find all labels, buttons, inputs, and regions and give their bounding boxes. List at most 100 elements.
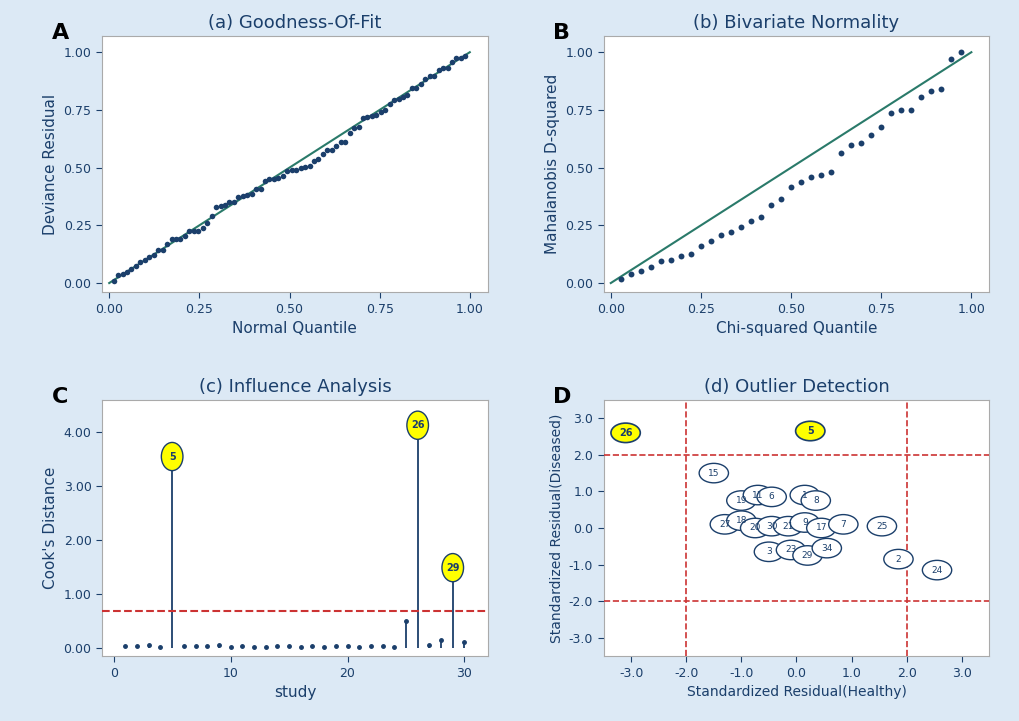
Point — [225, 196, 242, 208]
Point — [833, 147, 849, 159]
Point — [852, 137, 868, 149]
Point — [377, 104, 393, 115]
Text: 21: 21 — [782, 522, 793, 531]
Title: (b) Bivariate Normality: (b) Bivariate Normality — [693, 14, 899, 32]
Text: 7: 7 — [840, 520, 846, 528]
Point — [812, 169, 828, 181]
Point — [141, 252, 157, 263]
Text: 24: 24 — [930, 565, 942, 575]
Point — [359, 112, 375, 123]
Point — [274, 170, 290, 182]
Point — [364, 110, 380, 121]
Point — [341, 127, 358, 138]
Point — [190, 225, 206, 236]
Point — [792, 176, 808, 187]
Text: 3: 3 — [765, 547, 771, 557]
Point — [105, 275, 121, 287]
Point — [762, 199, 779, 211]
Point — [702, 235, 718, 247]
Text: 19: 19 — [735, 496, 746, 505]
Point — [230, 192, 247, 203]
Ellipse shape — [827, 515, 857, 534]
Ellipse shape — [698, 464, 728, 483]
Point — [127, 260, 144, 272]
Point — [381, 98, 397, 110]
Point — [922, 86, 938, 97]
Point — [413, 79, 429, 90]
Point — [159, 238, 175, 249]
Point — [283, 164, 300, 176]
Point — [430, 64, 446, 76]
Point — [163, 234, 179, 245]
Point — [199, 217, 215, 229]
Text: 20: 20 — [749, 523, 760, 533]
Point — [114, 269, 130, 280]
Point — [932, 84, 949, 95]
Point — [203, 211, 219, 222]
Point — [682, 249, 698, 260]
Point — [652, 255, 668, 266]
Point — [168, 234, 184, 245]
Ellipse shape — [709, 515, 739, 534]
Text: 25: 25 — [875, 522, 887, 531]
Point — [452, 53, 469, 64]
Point — [323, 144, 339, 156]
Point — [119, 266, 136, 278]
Point — [732, 221, 748, 233]
Point — [642, 261, 658, 273]
Text: D: D — [553, 387, 572, 407]
Point — [137, 254, 153, 265]
Point — [772, 194, 789, 205]
Point — [902, 104, 918, 115]
Ellipse shape — [726, 511, 755, 531]
Text: 18: 18 — [735, 516, 746, 525]
Point — [176, 230, 193, 242]
Point — [306, 156, 322, 167]
Text: 2: 2 — [895, 554, 901, 564]
Title: (d) Outlier Detection: (d) Outlier Detection — [703, 378, 889, 396]
Point — [632, 265, 648, 276]
Point — [297, 161, 313, 172]
Point — [622, 268, 638, 280]
Point — [802, 172, 818, 183]
Text: C: C — [52, 387, 68, 407]
Text: 17: 17 — [815, 523, 826, 533]
Point — [185, 226, 202, 237]
Point — [783, 181, 799, 193]
Title: (c) Influence Analysis: (c) Influence Analysis — [199, 378, 391, 396]
Point — [328, 141, 344, 152]
Point — [394, 92, 411, 103]
Point — [266, 173, 282, 185]
Ellipse shape — [882, 549, 912, 569]
Ellipse shape — [806, 518, 836, 538]
Point — [882, 107, 899, 119]
Ellipse shape — [740, 518, 769, 538]
Point — [350, 122, 366, 133]
Point — [292, 162, 309, 174]
Point — [408, 82, 424, 94]
Point — [421, 70, 437, 81]
Text: 15: 15 — [707, 469, 718, 477]
Point — [150, 244, 166, 256]
Point — [912, 92, 928, 103]
Text: 1: 1 — [801, 490, 807, 500]
Text: A: A — [52, 23, 69, 43]
X-axis label: Chi-squared Quantile: Chi-squared Quantile — [715, 322, 876, 336]
Point — [722, 226, 739, 238]
Y-axis label: Standardized Residual(Diseased): Standardized Residual(Diseased) — [548, 413, 562, 642]
Point — [195, 222, 211, 234]
Point — [742, 216, 758, 227]
Ellipse shape — [921, 560, 951, 580]
Point — [123, 263, 140, 275]
Point — [862, 129, 878, 141]
Point — [238, 190, 255, 201]
Text: 34: 34 — [820, 544, 832, 552]
Point — [279, 165, 296, 177]
Point — [221, 196, 237, 208]
Ellipse shape — [756, 516, 786, 536]
Y-axis label: Mahalanobis D-squared: Mahalanobis D-squared — [544, 74, 559, 255]
Text: 6: 6 — [768, 492, 773, 501]
Text: 30: 30 — [765, 522, 776, 531]
Text: 9: 9 — [801, 518, 807, 527]
Point — [132, 256, 149, 267]
